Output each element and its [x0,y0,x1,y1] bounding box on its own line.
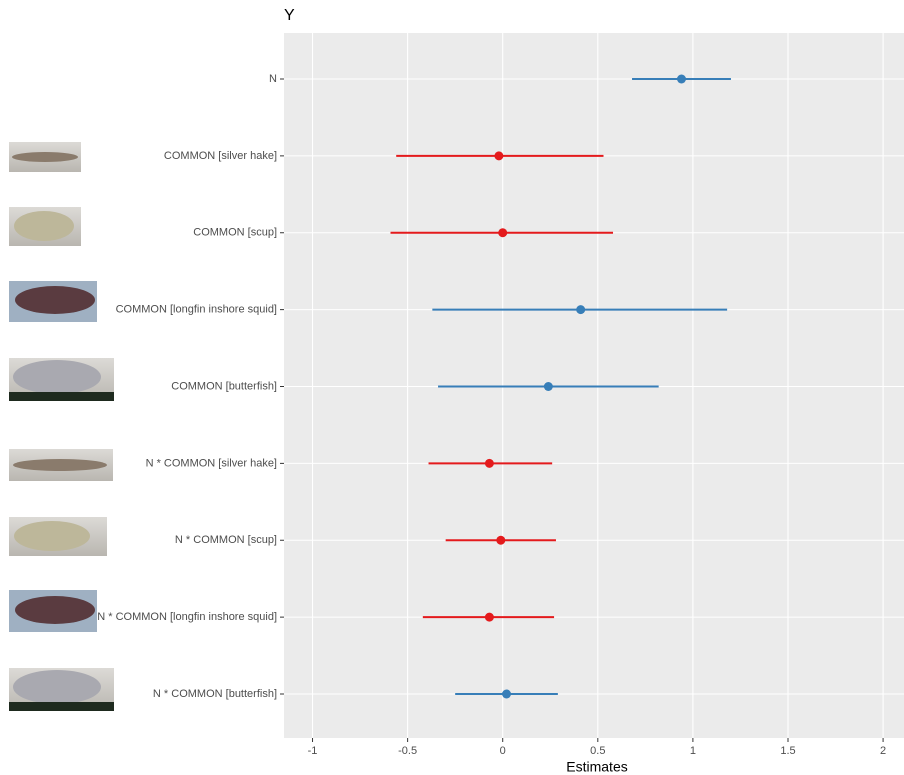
y-tick-label: N [269,73,277,85]
fish-image [9,281,97,322]
y-tick-label: N * COMMON [butterfish] [153,688,277,700]
fish-image [9,517,107,556]
y-tick-label: COMMON [butterfish] [171,380,277,392]
estimate-point [502,689,512,699]
x-tick-label: -0.5 [398,745,417,757]
fish-image [9,358,114,401]
chart-title: Y [284,7,295,24]
estimate-point [498,228,508,238]
fish-image [9,668,114,711]
x-axis-label: Estimates [566,759,627,775]
estimate-point [496,535,506,545]
estimate-point [494,151,504,161]
fish-image [9,449,113,481]
y-tick-label: N * COMMON [longfin inshore squid] [97,611,277,623]
fish-image [9,207,81,246]
y-tick-label: COMMON [silver hake] [164,150,277,162]
estimate-point [484,612,494,622]
x-tick-label: 1.5 [780,745,795,757]
x-tick-label: 1 [690,745,696,757]
y-tick-label: COMMON [scup] [193,227,277,239]
estimate-point [576,305,586,315]
x-tick-label: -1 [308,745,318,757]
x-tick-label: 0.5 [590,745,605,757]
y-tick-label: N * COMMON [scup] [175,534,277,546]
fish-images [9,142,114,711]
x-tick-label: 0 [500,745,506,757]
estimate-point [484,458,494,468]
estimate-point [676,74,686,84]
fish-image [9,142,81,172]
y-tick-label: COMMON [longfin inshore squid] [116,304,277,316]
x-tick-label: 2 [880,745,886,757]
y-tick-label: N * COMMON [silver hake] [146,457,277,469]
fish-image [9,590,97,632]
estimate-point [543,382,553,391]
